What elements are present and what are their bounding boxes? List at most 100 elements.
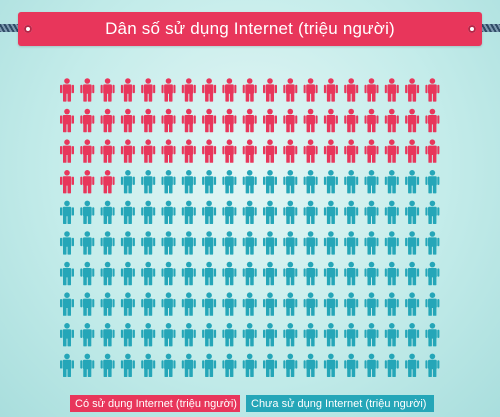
person-icon — [384, 292, 399, 316]
person-icon — [303, 108, 318, 133]
person-icon — [141, 78, 156, 102]
person-icon — [384, 261, 399, 286]
person-icon — [60, 353, 74, 377]
person-icon — [364, 231, 379, 255]
person-icon — [384, 231, 399, 255]
person-icon — [80, 292, 95, 316]
person-icon — [80, 108, 95, 133]
person-icon — [384, 108, 399, 133]
person-icon — [303, 139, 318, 163]
person-icon — [242, 261, 257, 286]
pin-left-icon — [24, 25, 32, 33]
person-icon — [202, 78, 217, 102]
person-icon — [202, 108, 217, 133]
person-icon — [120, 353, 135, 377]
legend-not-using-label: Chưa sử dụng Internet (triệu người) — [251, 397, 427, 410]
person-icon — [303, 261, 318, 286]
person-icon — [161, 292, 176, 316]
person-icon — [100, 170, 115, 194]
person-icon — [181, 139, 196, 163]
person-icon — [202, 292, 217, 316]
person-icon — [405, 170, 420, 194]
person-icon — [364, 78, 379, 102]
person-icon — [425, 170, 440, 194]
person-icon — [60, 323, 74, 347]
person-icon — [141, 170, 156, 194]
person-icon — [161, 323, 176, 347]
person-icon — [100, 323, 115, 347]
person-icon — [80, 170, 95, 194]
person-icon — [425, 323, 440, 347]
person-icon — [323, 200, 338, 224]
person-icon — [425, 108, 440, 133]
person-icon — [405, 292, 420, 316]
person-icon — [222, 108, 237, 133]
person-icon — [222, 353, 237, 377]
person-icon — [222, 323, 237, 347]
person-icon — [283, 261, 298, 286]
person-icon — [181, 200, 196, 224]
person-icon — [263, 231, 277, 255]
person-icon — [323, 353, 338, 377]
person-icon — [120, 261, 135, 286]
person-icon — [323, 323, 338, 347]
person-icon — [405, 231, 420, 255]
person-icon — [364, 108, 379, 133]
person-icon — [202, 170, 217, 194]
person-icon — [181, 170, 196, 194]
person-icon — [283, 78, 298, 102]
person-icon — [222, 292, 237, 316]
person-icon — [80, 139, 95, 163]
person-icon — [344, 231, 359, 255]
person-icon — [222, 170, 237, 194]
person-icon — [344, 200, 359, 224]
person-icon — [425, 261, 440, 286]
person-icon — [425, 139, 440, 163]
person-icon — [161, 353, 176, 377]
person-icon — [364, 261, 379, 286]
rope-right-icon — [476, 24, 500, 32]
person-icon — [161, 170, 176, 194]
person-icon — [100, 200, 115, 224]
person-icon — [141, 231, 156, 255]
person-icon — [263, 139, 277, 163]
person-icon — [364, 292, 379, 316]
person-icon — [303, 78, 318, 102]
person-icon — [303, 292, 318, 316]
person-icon — [141, 200, 156, 224]
person-icon — [181, 231, 196, 255]
person-icon — [141, 139, 156, 163]
person-icon — [364, 200, 379, 224]
pin-right-icon — [468, 25, 476, 33]
person-icon — [242, 200, 257, 224]
person-icon — [202, 200, 217, 224]
person-icon — [263, 261, 277, 286]
person-icon — [120, 292, 135, 316]
person-icon — [100, 353, 115, 377]
person-icon — [120, 323, 135, 347]
person-icon — [283, 139, 298, 163]
person-icon — [60, 170, 74, 194]
person-icon — [303, 170, 318, 194]
person-icon — [120, 170, 135, 194]
person-icon — [303, 353, 318, 377]
person-icon — [100, 108, 115, 133]
person-icon — [283, 323, 298, 347]
person-icon — [141, 108, 156, 133]
person-icon — [384, 353, 399, 377]
rope-left-icon — [0, 24, 24, 32]
person-icon — [100, 292, 115, 316]
person-icon — [60, 139, 74, 163]
person-icon — [161, 78, 176, 102]
person-icon — [202, 353, 217, 377]
person-icon — [161, 108, 176, 133]
title-banner: Dân số sử dụng Internet (triệu người) — [18, 12, 482, 46]
person-icon — [120, 200, 135, 224]
person-icon — [263, 353, 277, 377]
person-icon — [405, 353, 420, 377]
person-icon — [283, 200, 298, 224]
person-icon — [141, 323, 156, 347]
person-icon — [405, 139, 420, 163]
person-icon — [425, 353, 440, 377]
